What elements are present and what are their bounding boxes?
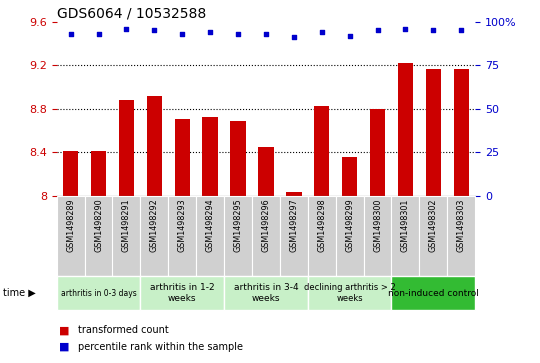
Bar	[336, 196, 363, 276]
Bar	[196, 196, 224, 276]
Point	[457, 28, 465, 33]
Text: GSM1498289: GSM1498289	[66, 199, 75, 252]
Text: GSM1498297: GSM1498297	[289, 199, 298, 252]
Point	[234, 31, 242, 37]
Point	[178, 31, 187, 37]
Text: GSM1498301: GSM1498301	[401, 199, 410, 252]
Bar	[252, 196, 280, 276]
Point	[289, 34, 298, 40]
Text: GSM1498302: GSM1498302	[429, 199, 438, 252]
Bar	[85, 196, 112, 276]
Point	[206, 29, 214, 35]
Text: arthritis in 3-4
weeks: arthritis in 3-4 weeks	[234, 284, 298, 303]
Bar	[140, 276, 224, 310]
Bar	[174, 119, 190, 196]
Bar	[231, 121, 246, 196]
Point	[122, 26, 131, 32]
Text: GSM1498294: GSM1498294	[206, 199, 214, 252]
Bar	[392, 276, 475, 310]
Text: ■: ■	[59, 325, 70, 335]
Text: arthritis in 1-2
weeks: arthritis in 1-2 weeks	[150, 284, 214, 303]
Text: percentile rank within the sample: percentile rank within the sample	[78, 342, 244, 352]
Text: ■: ■	[59, 342, 70, 352]
Text: GSM1498299: GSM1498299	[345, 199, 354, 252]
Point	[318, 29, 326, 35]
Point	[373, 28, 382, 33]
Bar	[286, 192, 301, 196]
Bar	[258, 147, 274, 196]
Text: GSM1498290: GSM1498290	[94, 199, 103, 252]
Text: transformed count: transformed count	[78, 325, 169, 335]
Point	[429, 28, 437, 33]
Text: arthritis in 0-3 days: arthritis in 0-3 days	[60, 289, 137, 298]
Bar	[308, 196, 336, 276]
Bar	[363, 196, 392, 276]
Bar	[63, 151, 78, 196]
Point	[66, 31, 75, 37]
Point	[150, 28, 159, 33]
Bar	[342, 157, 357, 196]
Text: GSM1498292: GSM1498292	[150, 199, 159, 252]
Point	[346, 33, 354, 38]
Bar	[202, 117, 218, 196]
Bar	[398, 63, 413, 196]
Bar	[91, 151, 106, 196]
Bar	[308, 276, 392, 310]
Text: GSM1498303: GSM1498303	[457, 199, 465, 252]
Bar	[147, 96, 162, 196]
Bar	[447, 196, 475, 276]
Bar	[370, 109, 385, 196]
Bar	[224, 276, 308, 310]
Text: GDS6064 / 10532588: GDS6064 / 10532588	[57, 7, 206, 21]
Text: non-induced control: non-induced control	[388, 289, 479, 298]
Bar	[168, 196, 196, 276]
Text: declining arthritis > 2
weeks: declining arthritis > 2 weeks	[304, 284, 395, 303]
Bar	[57, 196, 85, 276]
Point	[94, 31, 103, 37]
Text: GSM1498291: GSM1498291	[122, 199, 131, 252]
Text: GSM1498300: GSM1498300	[373, 199, 382, 252]
Text: GSM1498298: GSM1498298	[318, 199, 326, 252]
Text: GSM1498295: GSM1498295	[233, 199, 242, 252]
Bar	[112, 196, 140, 276]
Bar	[224, 196, 252, 276]
Point	[401, 26, 410, 32]
Bar	[454, 69, 469, 196]
Bar	[420, 196, 447, 276]
Bar	[426, 69, 441, 196]
Text: time ▶: time ▶	[3, 288, 36, 298]
Bar	[57, 276, 140, 310]
Point	[261, 31, 270, 37]
Bar	[314, 106, 329, 196]
Bar	[119, 100, 134, 196]
Bar	[392, 196, 420, 276]
Bar	[280, 196, 308, 276]
Text: GSM1498293: GSM1498293	[178, 199, 187, 252]
Bar	[140, 196, 168, 276]
Text: GSM1498296: GSM1498296	[261, 199, 271, 252]
